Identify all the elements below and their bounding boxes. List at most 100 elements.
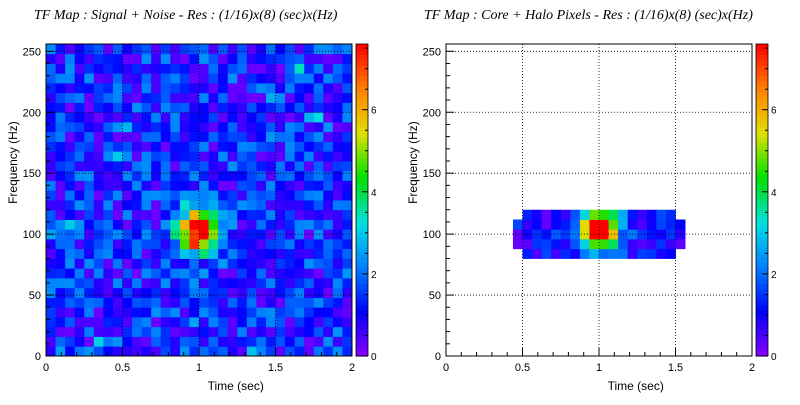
colorbar-segment	[356, 319, 368, 326]
heatmap-cell	[55, 258, 66, 269]
heatmap-cell	[179, 307, 190, 318]
heatmap-cell	[170, 248, 181, 259]
heatmap-cell	[208, 307, 219, 318]
heatmap-cell	[199, 83, 209, 94]
heatmap-cell	[237, 112, 248, 123]
heatmap-cell	[275, 268, 286, 279]
heatmap-cell	[323, 317, 334, 328]
heatmap-cell	[132, 248, 143, 259]
heatmap-panel-2: 0 0.5 1 1.5 2 Time (sec) 0 50 100 150 200 250 Freque…	[406, 43, 777, 393]
y-tick-label: 0	[35, 351, 41, 363]
heatmap-cell	[141, 180, 152, 191]
y-axis-label: Frequency (Hz)	[6, 121, 20, 204]
heatmap-cell	[132, 346, 143, 357]
heatmap-cell	[112, 131, 123, 142]
heatmap-cell	[84, 268, 95, 279]
heatmap-cell	[46, 151, 56, 162]
colorbar-tick-label: 0	[371, 352, 377, 363]
heatmap-cell	[132, 258, 143, 269]
heatmap-cell	[170, 287, 181, 298]
x-axis: 0 0.5 1 1.5 2 Time (sec)	[443, 348, 755, 393]
heatmap-cell	[265, 131, 276, 142]
heatmap-cell	[84, 102, 95, 113]
heatmap-cell	[199, 180, 209, 191]
heatmap-cell	[285, 219, 296, 230]
heatmap-cell	[313, 278, 324, 289]
heatmap-cell	[237, 297, 248, 308]
heatmap-cell	[179, 336, 190, 347]
heatmap-cell	[599, 219, 609, 230]
heatmap-cell	[237, 268, 248, 279]
heatmap-cell	[132, 141, 143, 152]
heatmap-cell	[304, 73, 315, 84]
heatmap-cell	[265, 161, 276, 172]
heatmap-cell	[265, 151, 276, 162]
heatmap-cell	[265, 63, 276, 74]
heatmap-cell	[265, 83, 276, 94]
heatmap-cell	[256, 180, 267, 191]
heatmap-cell	[160, 122, 171, 133]
x-tick-label: 1	[596, 362, 602, 374]
heatmap-cell	[246, 102, 257, 113]
colorbar-segment	[756, 153, 768, 159]
heatmap-cell	[512, 219, 523, 230]
heatmap-cell	[237, 83, 248, 94]
heatmap-cell	[313, 53, 324, 64]
heatmap-cell	[132, 92, 143, 103]
heatmap-cell	[246, 131, 257, 142]
heatmap-cell	[132, 63, 143, 74]
heatmap-cell	[323, 92, 334, 103]
heatmap-cell	[227, 180, 238, 191]
heatmap-cell	[112, 112, 123, 123]
heatmap-cell	[656, 239, 667, 250]
heatmap-cell	[74, 278, 85, 289]
heatmap-cell	[599, 229, 609, 240]
heatmap-cell	[342, 102, 353, 113]
colorbar-segment	[356, 111, 368, 118]
heatmap-cell	[112, 307, 123, 318]
heatmap-cell	[46, 200, 56, 211]
heatmap-cell	[304, 297, 315, 308]
heatmap-cell	[275, 307, 286, 318]
heatmap-cell	[112, 141, 123, 152]
heatmap-cell	[160, 180, 171, 191]
x-tick-label: 0.5	[515, 362, 530, 374]
heatmap-cell	[227, 317, 238, 328]
heatmap-cell	[265, 73, 276, 84]
heatmap-cell	[132, 336, 143, 347]
heatmap-cell	[332, 307, 343, 318]
heatmap-cell	[608, 248, 619, 259]
colorbar-segment	[756, 179, 768, 185]
x-axis-label: Time (sec)	[608, 379, 664, 393]
heatmap-cell	[170, 278, 181, 289]
heatmap-cell	[256, 92, 267, 103]
heatmap-cell	[265, 239, 276, 250]
heatmap-cell	[93, 287, 104, 298]
heatmap-cell	[103, 92, 114, 103]
heatmap-cell	[55, 209, 66, 220]
heatmap-cell	[218, 219, 229, 230]
heatmap-cell	[265, 346, 276, 357]
heatmap-cell	[237, 209, 248, 220]
heatmap-cell	[342, 258, 353, 269]
colorbar-segment	[356, 293, 368, 300]
heatmap-cell	[323, 151, 334, 162]
heatmap-cell	[208, 229, 219, 240]
heatmap-cell	[342, 112, 353, 123]
heatmap-cell	[122, 92, 133, 103]
heatmap-cell	[132, 83, 143, 94]
heatmap-cell	[179, 219, 190, 230]
heatmap-cell	[304, 92, 315, 103]
heatmap-cell	[246, 209, 257, 220]
colorbar-segment	[756, 330, 768, 336]
heatmap-cell	[93, 219, 104, 230]
heatmap-cell	[84, 63, 95, 74]
heatmap-cell	[170, 219, 181, 230]
heatmap-cell	[112, 83, 123, 94]
heatmap-cell	[256, 278, 267, 289]
heatmap-cell	[246, 83, 257, 94]
heatmap-cell	[332, 248, 343, 259]
heatmap-cell	[65, 278, 76, 289]
heatmap-cell	[74, 131, 85, 142]
heatmap-cell	[103, 336, 114, 347]
